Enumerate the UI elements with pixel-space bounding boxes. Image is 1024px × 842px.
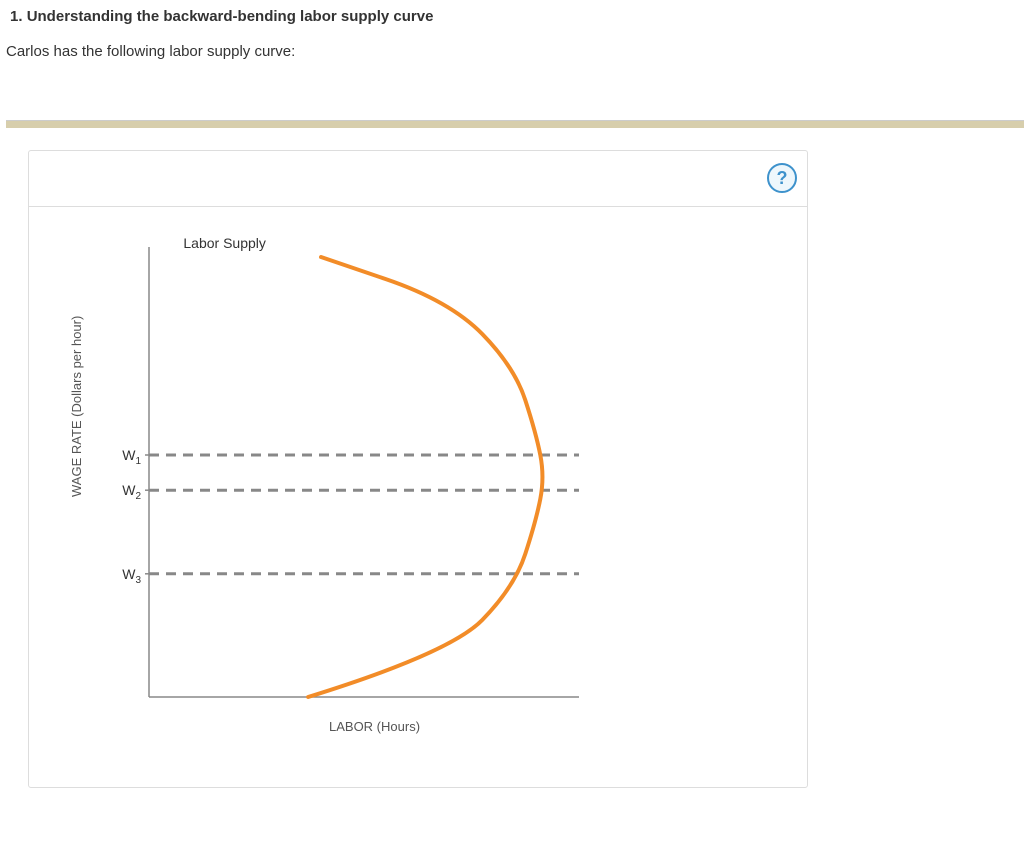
question-title: 1. Understanding the backward-bending la…: [0, 0, 1024, 25]
question-number: 1.: [10, 8, 23, 25]
y-tick-label: W3: [122, 566, 141, 586]
labor-supply-curve: [308, 257, 542, 697]
chart-panel: ? Labor Supply W1 W2 W3 LABOR (Hours) WAGE R…: [28, 150, 808, 788]
accent-divider: [6, 120, 1024, 128]
y-axis-label: WAGE RATE (Dollars per hour): [69, 316, 84, 497]
x-axis-label: LABOR (Hours): [329, 719, 420, 734]
labor-supply-chart: Labor Supply W1 W2 W3 LABOR (Hours): [29, 207, 809, 767]
help-icon: ?: [777, 168, 788, 189]
curve-label: Labor Supply: [183, 235, 266, 251]
chart-area: Labor Supply W1 W2 W3 LABOR (Hours) WAGE RAT…: [29, 207, 807, 767]
question-subtitle: Carlos has the following labor supply cu…: [0, 25, 1024, 60]
help-button[interactable]: ?: [767, 163, 797, 193]
y-tick-label: W1: [122, 447, 141, 467]
y-axis-label-text: WAGE RATE (Dollars per hour): [69, 316, 84, 497]
panel-header: ?: [29, 151, 807, 207]
question-title-text: Understanding the backward-bending labor…: [27, 8, 434, 25]
y-tick-label: W2: [122, 482, 141, 502]
